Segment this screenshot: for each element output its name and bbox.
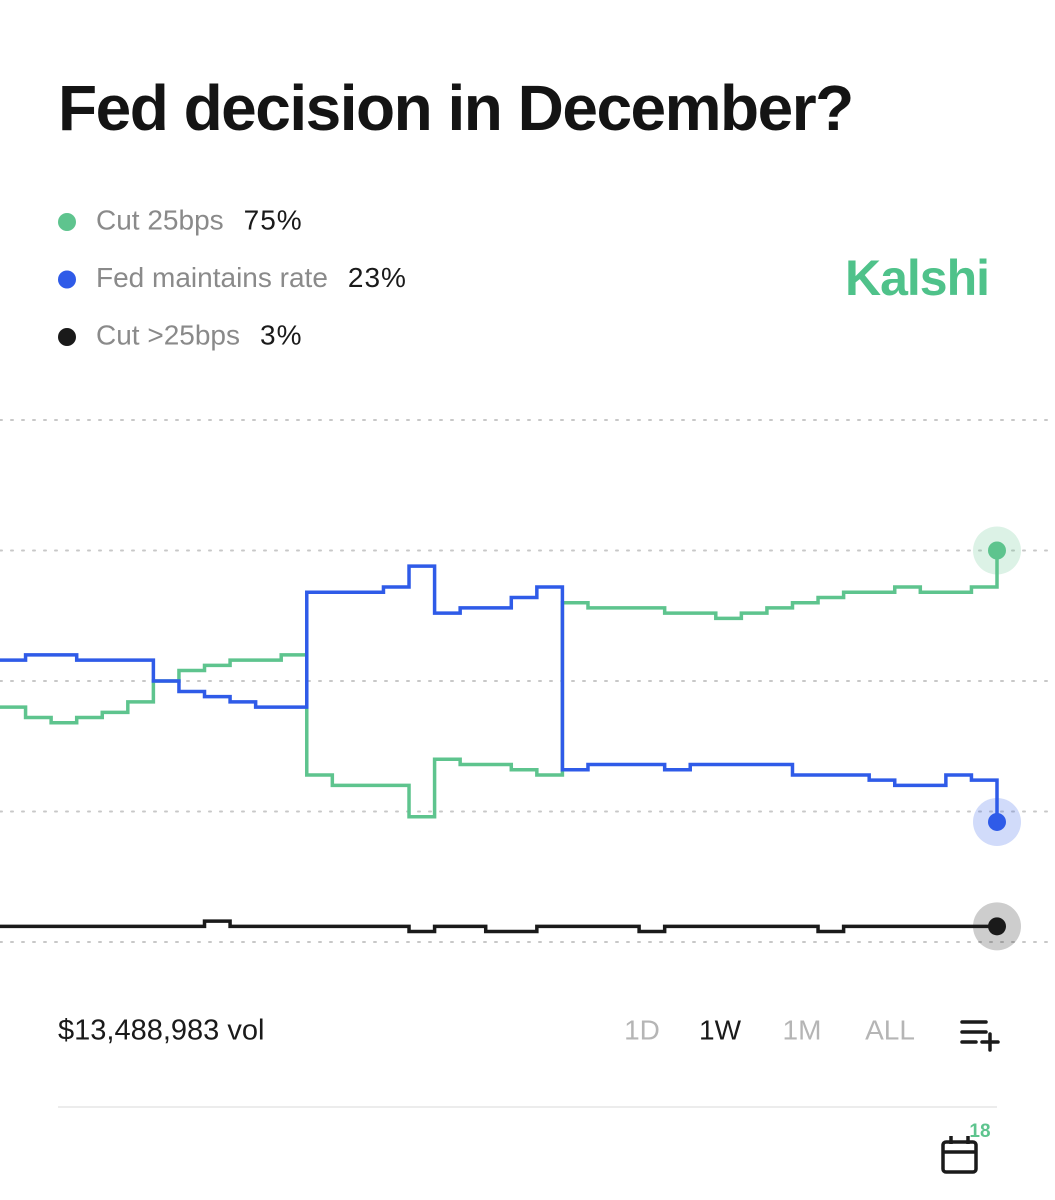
legend-value: 23% bbox=[348, 262, 407, 293]
end-point bbox=[988, 541, 1006, 560]
legend-value: 3% bbox=[260, 319, 302, 350]
end-point bbox=[988, 917, 1006, 936]
calendar-badge: 18 bbox=[969, 1121, 990, 1142]
end-point bbox=[988, 812, 1006, 831]
legend-value: 75% bbox=[244, 204, 303, 235]
icon-body bbox=[941, 1140, 978, 1174]
series-line bbox=[0, 564, 999, 822]
range-button[interactable]: 1D bbox=[624, 1014, 660, 1045]
series-line bbox=[0, 919, 997, 934]
volume: $13,488,983 vol bbox=[58, 1015, 264, 1047]
range-button[interactable]: ALL bbox=[865, 1014, 915, 1045]
brand: Kalshi bbox=[845, 250, 989, 306]
range-button[interactable]: 1M bbox=[783, 1014, 822, 1045]
legend-label: Fed maintains rate bbox=[96, 262, 328, 293]
series-line bbox=[0, 550, 999, 819]
legend-dot bbox=[58, 213, 76, 231]
legend-label: Cut >25bps bbox=[96, 319, 240, 350]
title: Fed decision in December? bbox=[58, 72, 853, 144]
list-add-icon[interactable] bbox=[960, 1020, 1000, 1052]
calendar-icon[interactable] bbox=[941, 1136, 978, 1174]
range-button[interactable]: 1W bbox=[699, 1014, 742, 1045]
legend-dot bbox=[58, 270, 76, 289]
legend-dot bbox=[58, 328, 76, 346]
legend-label: Cut 25bps bbox=[96, 204, 224, 235]
